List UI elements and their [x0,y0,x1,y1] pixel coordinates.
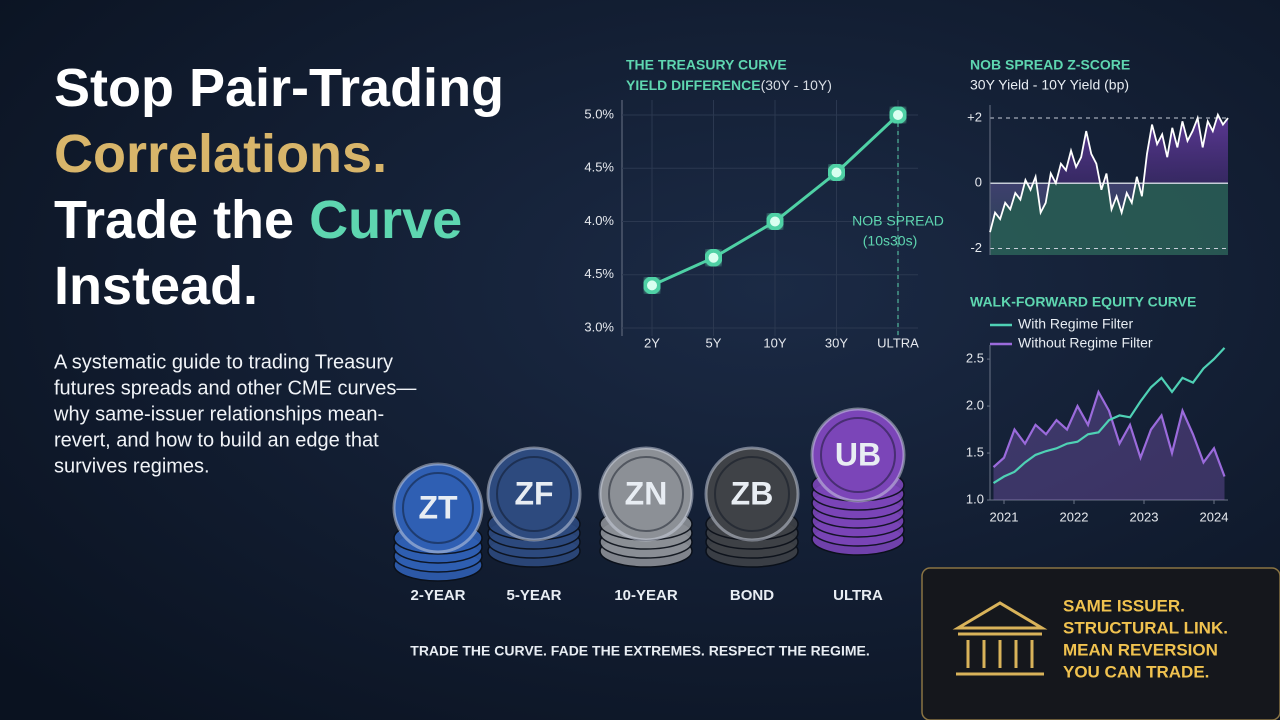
x-tick-label: 2Y [644,335,660,350]
legend-label: Without Regime Filter [1018,335,1153,351]
subtitle-line: A systematic guide to trading Treasury [54,351,393,373]
coin-symbol: UB [835,436,881,472]
coin-caption: 2-YEAR [410,587,465,604]
coin-rim [714,456,790,532]
coin-face [704,446,800,542]
y-tick-label: 5.0% [584,106,614,121]
y-tick-label: 1.0 [966,491,984,506]
annotation: NOB SPREAD [852,213,944,229]
subtitle-part: (30Y - 10Y) [761,77,832,93]
coin-face [598,446,694,542]
y-tick-label: 4.5% [584,266,614,281]
coin: ZT [392,462,484,582]
coin-face [486,446,582,542]
coin-face [810,407,906,503]
y-tick-label: +2 [967,109,982,124]
x-tick-label: ULTRA [877,335,919,350]
headline-line: Correlations. [54,124,387,184]
headline-part: Curve [309,190,462,250]
curve-point [827,163,846,182]
subtitle-line: survives regimes. [54,455,210,477]
coin-caption: 10-YEAR [614,587,678,604]
chart-subtitle: YIELD DIFFERENCE(30Y - 10Y) [626,77,832,93]
chart-title: NOB SPREAD Z-SCORE [970,57,1130,73]
series-area [993,391,1225,500]
curve-point [643,276,661,295]
x-tick-label: 5Y [706,335,722,350]
coin-symbol: ZT [418,489,458,525]
callout-box [921,567,1280,720]
coin: ZN [598,446,694,568]
coin-symbol: ZF [514,475,553,511]
coin-rim [402,472,474,544]
headline-part: Stop Pair-Trading [54,58,504,118]
coin-symbol: ZB [731,475,774,511]
annotation: (10s30s) [863,233,917,249]
headline-part: Instead. [54,256,258,316]
coin-rim [496,456,572,532]
y-tick-label: 1.5 [966,444,984,459]
coin-caption: 5-YEAR [506,587,561,604]
coin: ZB [704,446,800,568]
chart-subtitle: 30Y Yield - 10Y Yield (bp) [970,77,1129,93]
y-tick-label: 3.0% [584,319,614,334]
y-tick-label: 4.0% [584,213,614,228]
callout-line: SAME ISSUER. [1063,596,1185,615]
coin: ZF [486,446,582,568]
coin-rim [820,417,896,493]
coin-rim [608,456,684,532]
subtitle-line: why same-issuer relationships mean- [53,403,384,425]
headline-line: Instead. [54,256,258,316]
callout-line: YOU CAN TRADE. [1063,662,1209,681]
series-line [992,389,1226,477]
coin: UB [810,407,906,556]
subtitle-part: YIELD DIFFERENCE [626,77,761,93]
coin-symbol: ZN [625,475,668,511]
x-tick-label: 2021 [990,509,1019,524]
y-tick-label: 2.5 [966,351,984,366]
spread-line [989,112,1229,233]
curve-point [889,106,907,124]
coin-caption: BOND [730,587,774,604]
headline-part: Trade the [54,190,309,250]
subtitle-line: revert, and how to build an edge that [54,429,379,451]
curve-point [766,212,784,231]
callout-line: MEAN REVERSION [1063,640,1218,659]
coin-face [392,462,484,554]
curve-point [704,248,723,267]
x-tick-label: 2024 [1200,509,1229,524]
spread-area [990,114,1228,233]
x-tick-label: 30Y [825,335,848,350]
legend-label: With Regime Filter [1018,316,1133,332]
subtitle-line: futures spreads and other CME curves— [54,377,416,399]
coin-caption: ULTRA [833,587,883,604]
callout-line: STRUCTURAL LINK. [1063,618,1228,637]
chart-title: WALK-FORWARD EQUITY CURVE [970,294,1196,310]
y-tick-label: -2 [970,240,982,255]
headline-line: Trade the Curve [54,190,462,250]
chart-title: THE TREASURY CURVE [626,57,787,73]
y-tick-label: 2.0 [966,397,984,412]
series-line [992,347,1226,485]
x-tick-label: 2023 [1130,509,1159,524]
headline-line: Stop Pair-Trading [54,58,504,118]
y-tick-label: 0 [975,175,982,190]
x-tick-label: 2022 [1060,509,1089,524]
x-tick-label: 10Y [763,335,786,350]
tagline: TRADE THE CURVE. FADE THE EXTREMES. RESP… [410,643,869,659]
bank-icon [952,601,1048,676]
y-tick-label: 4.5% [584,160,614,175]
headline-part: Correlations. [54,124,387,184]
